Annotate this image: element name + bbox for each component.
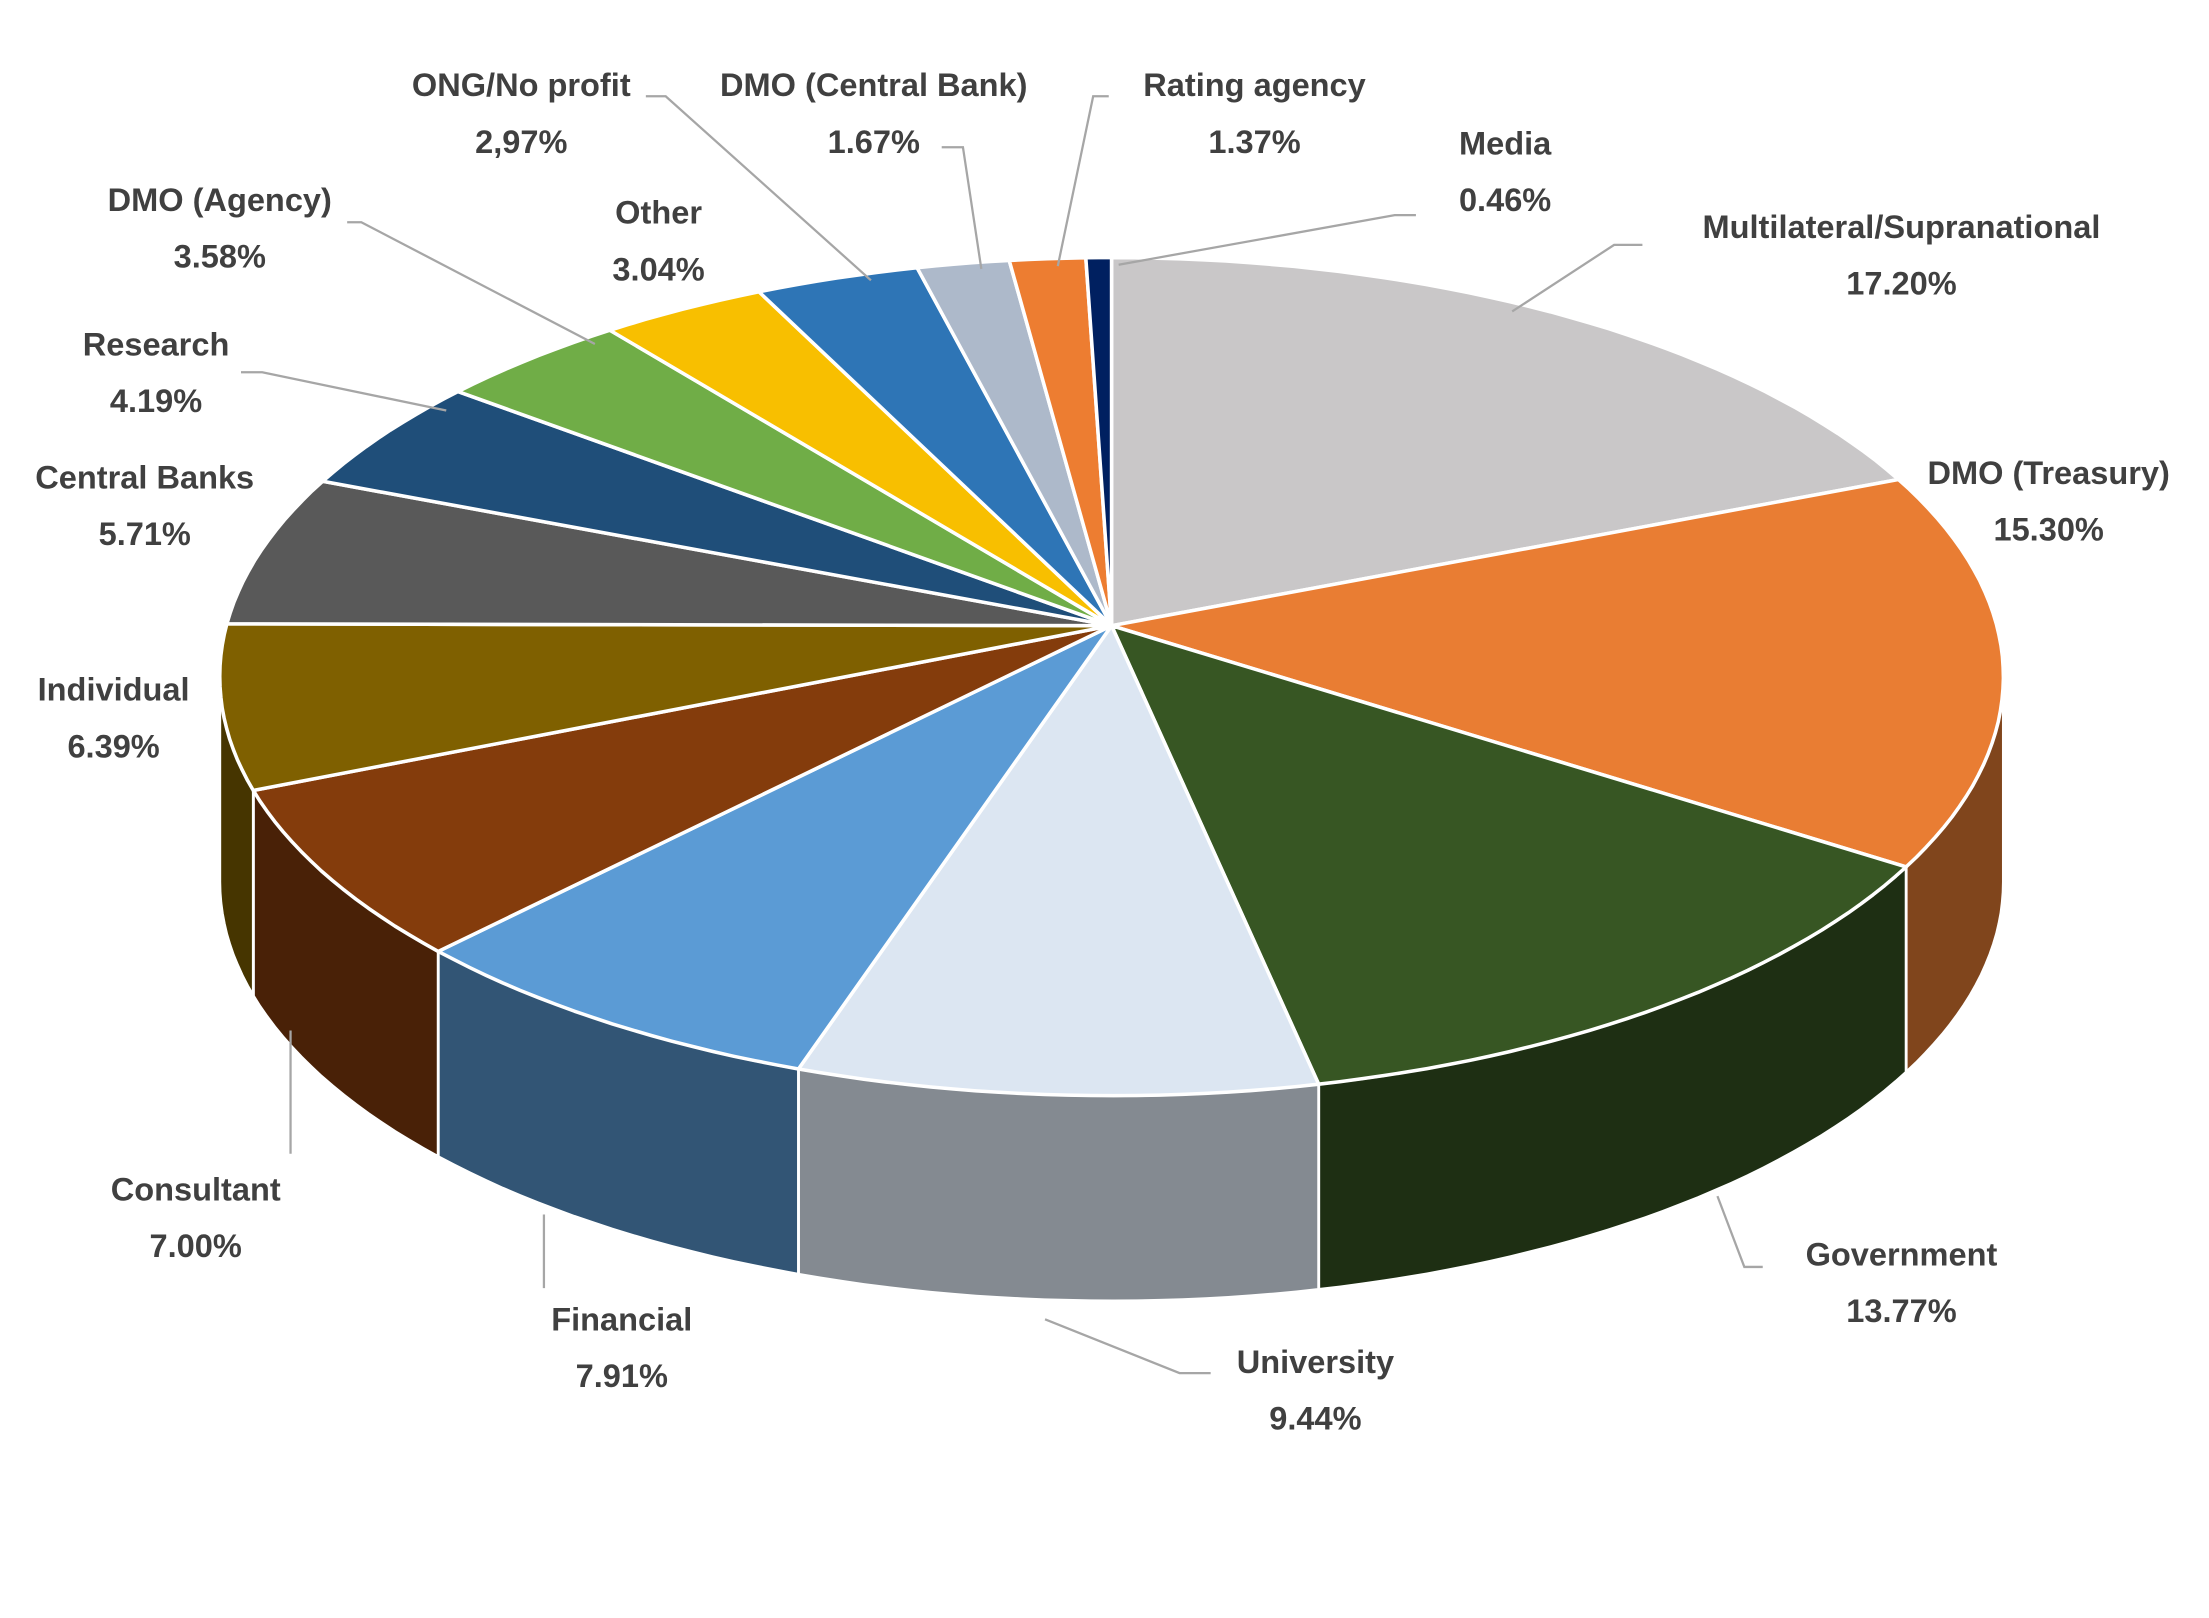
slice-label-media: Media [1459, 125, 1552, 161]
pie-side-university [797, 1067, 1321, 1303]
pie-slice-financial [436, 623, 1114, 1071]
slice-label-rating-agency: Rating agency [1143, 67, 1365, 103]
pie-slice-multilateral-supranational [1109, 255, 1901, 628]
leader-line-university [1044, 1318, 1211, 1375]
slice-label-financial: Financial [551, 1302, 692, 1338]
slice-value-government: 13.77% [1846, 1293, 1956, 1329]
pie-slice-individual [217, 622, 1114, 793]
slice-value-dmo-treasury-: 15.30% [1993, 512, 2103, 548]
slice-label-research: Research [83, 326, 230, 362]
leader-line-dmo-central-bank- [941, 146, 983, 270]
slice-label-central-banks: Central Banks [35, 459, 254, 495]
slice-value-rating-agency: 1.37% [1208, 124, 1300, 160]
slice-value-consultant: 7.00% [150, 1228, 242, 1264]
pie-slice-dmo-agency- [456, 328, 1114, 628]
slice-label-university: University [1237, 1344, 1394, 1380]
slice-value-dmo-central-bank-: 1.67% [828, 124, 920, 160]
slice-label-other: Other [615, 195, 702, 231]
leader-line-rating-agency [1056, 95, 1109, 267]
slice-value-central-banks: 5.71% [99, 516, 191, 552]
leader-line-research [241, 371, 447, 412]
leader-line-government [1716, 1195, 1763, 1269]
slice-label-dmo-treasury-: DMO (Treasury) [1928, 455, 2170, 491]
pie-slice-other [608, 289, 1114, 628]
leader-line-dmo-agency- [347, 221, 596, 345]
slice-label-government: Government [1806, 1237, 1998, 1273]
leader-line-multilateral-supranational [1511, 243, 1643, 313]
pie-slice-ong-no-profit [757, 265, 1114, 628]
slice-label-consultant: Consultant [111, 1171, 281, 1207]
slice-value-individual: 6.39% [67, 728, 159, 764]
leader-line-ong-no-profit [645, 95, 872, 282]
slice-value-financial: 7.91% [576, 1358, 668, 1394]
leader-line-media [1118, 214, 1416, 266]
slice-label-dmo-agency-: DMO (Agency) [108, 182, 332, 218]
pie-slice-consultant [251, 623, 1114, 954]
slice-label-dmo-central-bank-: DMO (Central Bank) [720, 67, 1027, 103]
slice-value-university: 9.44% [1269, 1401, 1361, 1437]
slice-label-individual: Individual [38, 672, 190, 708]
pie-slice-research [320, 389, 1114, 628]
slice-label-multilateral-supranational: Multilateral/Supranational [1703, 209, 2101, 245]
slice-value-dmo-agency-: 3.58% [174, 239, 266, 275]
pie-slice-government [1109, 623, 1908, 1086]
pie-slice-dmo-treasury- [1109, 477, 2006, 869]
pie-slice-central-banks [225, 479, 1114, 628]
pie-slice-media [1084, 255, 1114, 628]
pie-slice-dmo-central-bank- [915, 258, 1114, 628]
slice-value-research: 4.19% [110, 383, 202, 419]
slice-value-ong-no-profit: 2,97% [475, 124, 567, 160]
slice-value-multilateral-supranational: 17.20% [1846, 265, 1956, 301]
slice-value-other: 3.04% [612, 251, 704, 287]
slice-value-media: 0.46% [1459, 182, 1551, 218]
slice-label-ong-no-profit: ONG/No profit [412, 67, 631, 103]
pie-slice-university [796, 623, 1321, 1098]
